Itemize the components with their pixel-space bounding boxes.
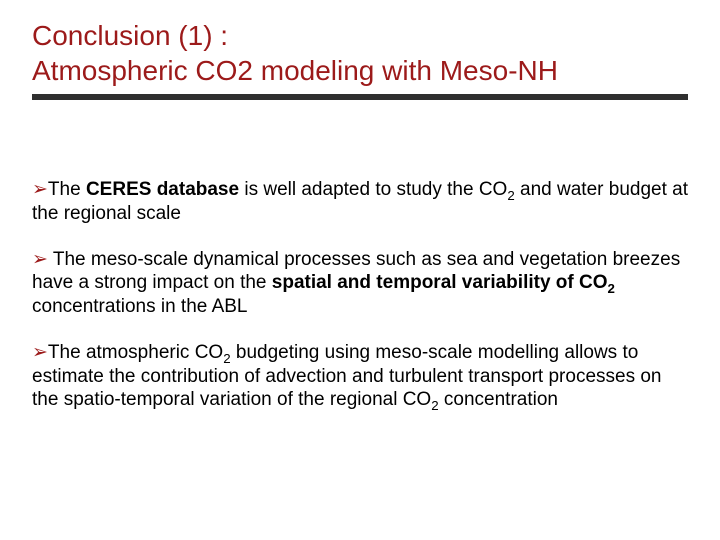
bullet-text: The [48,179,86,200]
subscript: 2 [608,281,615,296]
bullet-arrow-icon: ➢ [32,342,48,363]
bullet-text: is well adapted to study the CO [239,179,507,200]
bullet-text: The atmospheric CO [48,342,223,363]
title-line1: Conclusion (1) : [32,20,228,51]
title-divider [32,94,688,100]
bullet-item: ➢The CERES database is well adapted to s… [32,178,688,226]
slide: Conclusion (1) : Atmospheric CO2 modelin… [0,0,720,540]
bold-text: spatial and temporal variability of CO [272,272,608,293]
slide-title: Conclusion (1) : Atmospheric CO2 modelin… [32,18,688,88]
bullet-item: ➢The atmospheric CO2 budgeting using mes… [32,341,688,412]
bullet-text: concentrations in the ABL [32,296,247,317]
bullet-bold: spatial and temporal variability of CO2 [272,272,615,293]
title-line2: Atmospheric CO2 modeling with Meso-NH [32,55,558,86]
bullet-item: ➢ The meso-scale dynamical processes suc… [32,248,688,319]
bullet-bold: CERES database [86,179,239,200]
subscript: 2 [507,188,514,203]
bullet-arrow-icon: ➢ [32,179,48,200]
bullet-arrow-icon: ➢ [32,249,48,270]
bullet-text: concentration [439,389,558,410]
subscript: 2 [431,398,438,413]
subscript: 2 [223,351,230,366]
slide-body: ➢The CERES database is well adapted to s… [32,178,688,412]
